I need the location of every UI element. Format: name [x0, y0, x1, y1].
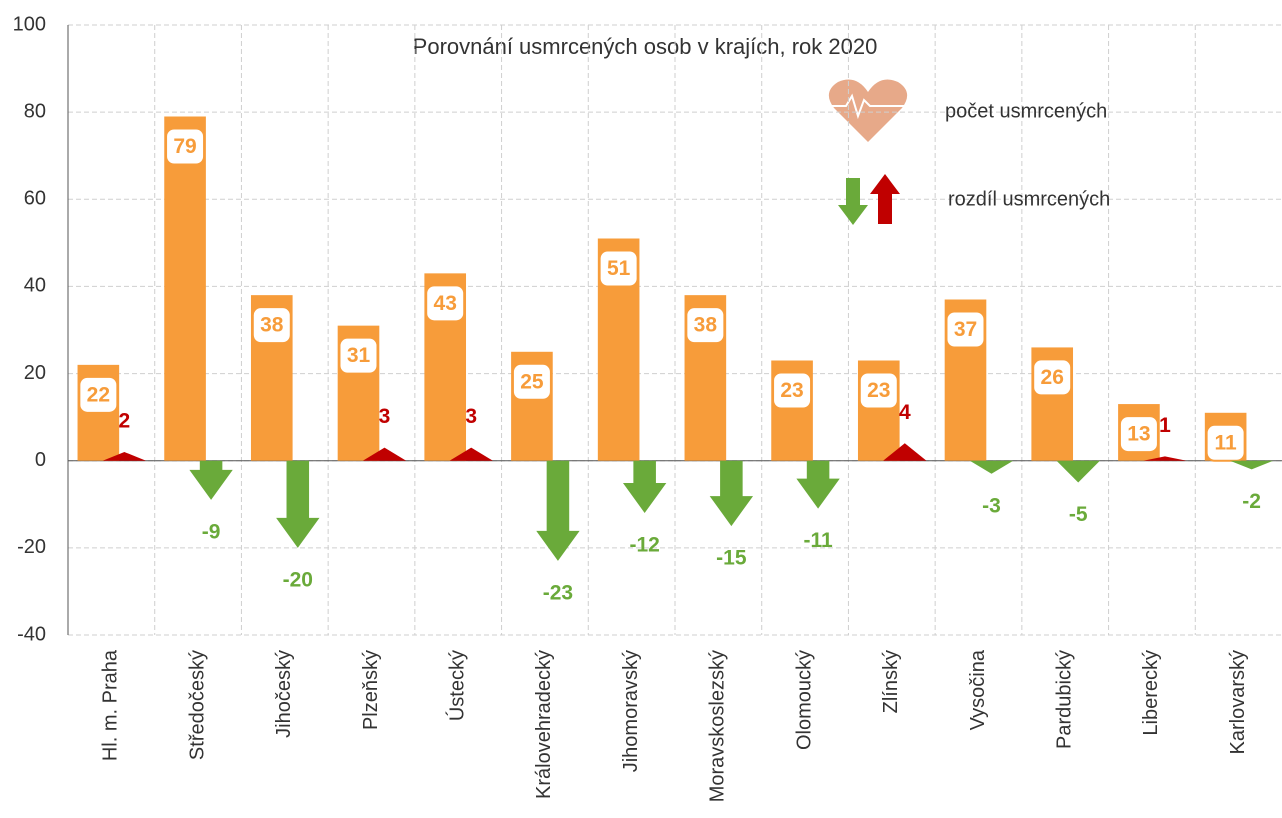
legend-heart-icon	[828, 79, 908, 142]
value-label: 43	[434, 292, 457, 315]
value-label: 37	[954, 318, 977, 341]
value-label: 38	[694, 314, 718, 337]
legend-arrow-icon	[870, 174, 900, 224]
difference-label: -15	[716, 547, 747, 570]
value-label-box	[78, 375, 119, 414]
y-tick-label: 40	[24, 275, 46, 297]
legend-heart-line	[826, 93, 910, 120]
value-label: 51	[607, 257, 631, 280]
difference-label: 1	[1159, 414, 1171, 437]
difference-label: -20	[283, 568, 313, 591]
x-tick-label: Královehradecký	[533, 650, 555, 799]
bar	[164, 116, 206, 461]
difference-arrow	[969, 460, 1014, 474]
value-label-box	[165, 127, 206, 166]
value-label-box	[338, 336, 379, 375]
value-label-box	[1118, 415, 1159, 454]
y-tick-label: -40	[17, 623, 46, 645]
value-label-box	[1205, 423, 1246, 462]
x-tick-label: Vysočina	[967, 649, 989, 730]
value-label: 31	[347, 344, 371, 367]
value-label: 25	[520, 370, 544, 393]
difference-label: -11	[803, 529, 833, 552]
difference-arrow	[796, 460, 840, 509]
legend-label: rozdíl usmrcených	[948, 188, 1110, 210]
difference-label: 2	[119, 410, 131, 433]
legend-label: počet usmrcených	[945, 100, 1107, 122]
y-tick-label: 100	[13, 13, 46, 35]
difference-arrow	[449, 447, 493, 461]
x-tick-label: Středočeský	[186, 650, 208, 760]
legend-arrow-icon	[838, 178, 868, 225]
difference-label: -2	[1242, 490, 1261, 513]
x-tick-label: Jihočeský	[273, 650, 295, 738]
difference-arrow	[622, 460, 667, 513]
x-tick-label: Moravskoslezský	[707, 650, 729, 802]
y-tick-label: -20	[17, 536, 46, 558]
difference-arrow	[536, 460, 580, 561]
value-label: 13	[1127, 423, 1150, 446]
chart-title: Porovnání usmrcených osob v krajích, rok…	[413, 34, 878, 59]
y-tick-label: 20	[24, 362, 46, 384]
difference-arrow	[1143, 456, 1187, 461]
value-label: 26	[1041, 366, 1064, 389]
value-label: 79	[173, 135, 196, 158]
value-label: 11	[1215, 431, 1238, 454]
difference-label: 3	[465, 405, 477, 428]
difference-label: -9	[202, 520, 221, 543]
difference-arrow	[709, 460, 754, 527]
difference-label: -5	[1069, 503, 1088, 526]
x-tick-label: Olomoucký	[793, 650, 815, 750]
x-tick-label: Liberecký	[1140, 650, 1162, 736]
x-tick-label: Jihomoravský	[620, 650, 642, 772]
difference-label: -3	[982, 494, 1001, 517]
value-label-box	[945, 310, 986, 349]
difference-arrow	[1229, 460, 1274, 470]
value-label-box	[251, 306, 292, 345]
difference-arrow	[102, 452, 147, 461]
difference-arrow	[883, 443, 927, 461]
difference-arrow	[362, 447, 407, 461]
difference-label: -12	[629, 534, 659, 557]
x-tick-label: Ústecký	[445, 650, 468, 721]
x-tick-label: Karlovarský	[1227, 650, 1249, 754]
value-label-box	[685, 306, 726, 345]
value-label-box	[598, 249, 639, 288]
value-label-box	[1032, 358, 1073, 397]
difference-label: 3	[379, 405, 391, 428]
value-label-box	[772, 371, 813, 410]
difference-arrow	[189, 460, 233, 500]
x-tick-label: Zlínský	[880, 650, 902, 713]
y-tick-label: 60	[24, 188, 46, 210]
value-label-box	[511, 362, 552, 401]
difference-arrow	[276, 460, 320, 548]
x-tick-label: Pardubický	[1053, 650, 1075, 749]
difference-label: 4	[899, 401, 911, 424]
y-tick-label: 0	[35, 449, 46, 471]
difference-label: -23	[543, 581, 573, 604]
value-label-box	[425, 284, 466, 323]
value-label: 22	[87, 383, 110, 406]
x-tick-label: Hl. m. Praha	[100, 649, 122, 761]
value-label: 38	[260, 314, 284, 337]
x-tick-label: Plzeňský	[360, 650, 382, 730]
value-label: 23	[867, 379, 890, 402]
value-label-box	[858, 371, 899, 410]
y-tick-label: 80	[24, 100, 46, 122]
value-label: 23	[780, 379, 803, 402]
difference-arrow	[1056, 460, 1100, 483]
